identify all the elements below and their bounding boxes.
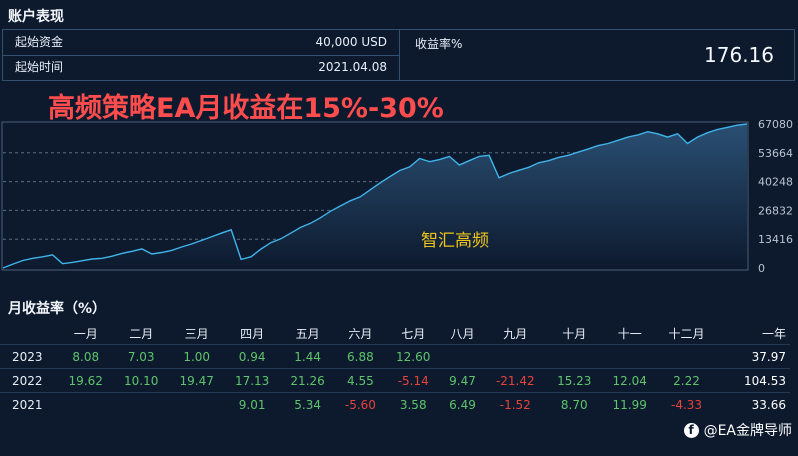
summary-divider	[399, 30, 400, 80]
year-total-cell: 33.66	[715, 392, 790, 416]
month-header: 六月	[348, 326, 373, 341]
month-header: 一年	[761, 326, 786, 341]
month-header: 二月	[129, 326, 154, 341]
start-capital-value: 40,000 USD	[315, 35, 387, 49]
year-cell: 2022	[0, 368, 58, 393]
chart-annotation: 智汇高频	[421, 231, 489, 251]
watermark-text: @EA金牌导师	[703, 423, 792, 439]
y-tick-label: 26832	[758, 204, 793, 217]
month-value-cell	[113, 392, 169, 416]
month-value-cell: -5.60	[335, 392, 386, 416]
month-value-cell	[168, 392, 225, 416]
table-header-row: 一月 二月 三月 四月 五月 六月 七月 八月 九月 十月 十一 十二月 一年	[0, 322, 790, 345]
y-tick-label: 40248	[758, 176, 793, 189]
year-total-cell: 37.97	[715, 344, 790, 369]
month-header: 十二月	[668, 326, 705, 341]
account-title: 账户表现	[8, 9, 64, 25]
month-value-cell	[657, 344, 716, 369]
equity-area	[3, 124, 747, 268]
month-header: 十一	[617, 326, 642, 341]
month-value-cell: 21.26	[279, 368, 336, 393]
account-summary-box: 起始资金 40,000 USD 起始时间 2021.04.08 收益率% 176…	[2, 29, 795, 81]
start-capital-label: 起始资金	[15, 35, 64, 49]
return-rate-label: 收益率%	[415, 37, 463, 51]
month-header: 八月	[450, 326, 475, 341]
month-header: 四月	[240, 326, 265, 341]
month-value-cell: -21.42	[484, 368, 547, 393]
headline-overlay: 高频策略EA月收益在15%-30%	[48, 93, 444, 124]
monthly-returns-table: 一月 二月 三月 四月 五月 六月 七月 八月 九月 十月 十一 十二月 一年 2023 8.08 7.03…	[0, 322, 790, 416]
year-cell: 2023	[0, 344, 58, 369]
month-value-cell: 1.44	[279, 344, 336, 369]
start-time-row: 起始时间 2021.04.08	[3, 55, 399, 80]
month-header: 五月	[295, 326, 320, 341]
month-header: 一月	[73, 326, 98, 341]
start-capital-row: 起始资金 40,000 USD	[3, 30, 399, 56]
month-value-cell: 19.47	[168, 368, 225, 393]
month-value-cell	[440, 344, 485, 369]
month-value-cell: 4.55	[335, 368, 386, 393]
table-row: 2022 19.62 10.10 19.47 17.13 21.26 4.55 -5.14 9.…	[0, 368, 790, 393]
month-value-cell	[602, 344, 658, 369]
y-tick-label: 67080	[758, 118, 793, 131]
month-value-cell: -1.52	[484, 392, 547, 416]
month-value-cell: -5.14	[385, 368, 441, 393]
month-value-cell: 8.70	[546, 392, 602, 416]
start-time-label: 起始时间	[15, 60, 64, 74]
month-value-cell: 15.23	[546, 368, 602, 393]
month-header: 十月	[562, 326, 587, 341]
month-value-cell: 19.62	[58, 368, 114, 393]
year-cell: 2021	[0, 392, 58, 416]
month-value-cell	[484, 344, 547, 369]
year-total-cell: 104.53	[715, 368, 790, 393]
month-value-cell: 2.22	[657, 368, 716, 393]
month-value-cell: 9.01	[224, 392, 280, 416]
month-value-cell: 9.47	[440, 368, 485, 393]
month-value-cell: 0.94	[224, 344, 280, 369]
watermark: f @EA金牌导师	[683, 420, 792, 440]
month-value-cell: 6.88	[335, 344, 386, 369]
y-tick-label: 13416	[758, 233, 793, 246]
return-rate-value: 176.16	[704, 43, 774, 67]
month-value-cell: 7.03	[113, 344, 169, 369]
month-value-cell: 8.08	[58, 344, 114, 369]
month-value-cell: 1.00	[168, 344, 225, 369]
month-value-cell: -4.33	[657, 392, 716, 416]
month-value-cell: 12.04	[602, 368, 658, 393]
y-tick-label: 53664	[758, 147, 793, 160]
chart-frame	[1, 121, 749, 271]
month-header: 九月	[503, 326, 528, 341]
y-tick-label: 0	[758, 262, 765, 275]
y-tick-labels: 67080 53664 40248 26832 13416 0	[758, 118, 793, 275]
year-header	[0, 322, 58, 345]
facebook-icon: f	[683, 422, 699, 438]
month-value-cell: 3.58	[385, 392, 441, 416]
month-value-cell: 11.99	[602, 392, 658, 416]
month-value-cell	[546, 344, 602, 369]
month-value-cell: 6.49	[440, 392, 485, 416]
monthly-returns-title: 月收益率（%）	[8, 301, 107, 317]
equity-chart: 67080 53664 40248 26832 13416 0 智汇高频	[1, 118, 793, 275]
month-value-cell	[58, 392, 114, 416]
month-value-cell: 5.34	[279, 392, 336, 416]
month-header: 三月	[184, 326, 209, 341]
month-value-cell: 17.13	[224, 368, 280, 393]
month-value-cell: 10.10	[113, 368, 169, 393]
equity-line	[2, 123, 748, 269]
month-header: 七月	[401, 326, 426, 341]
month-value-cell: 12.60	[385, 344, 441, 369]
table-row: 2021 9.01 5.34 -5.60 3.58 6.49 -1.52 8.70 11.99-…	[0, 392, 790, 416]
table-row: 2023 8.08 7.03 1.00 0.94 1.44 6.88 12.60 37.97	[0, 344, 790, 369]
start-time-value: 2021.04.08	[318, 60, 387, 74]
